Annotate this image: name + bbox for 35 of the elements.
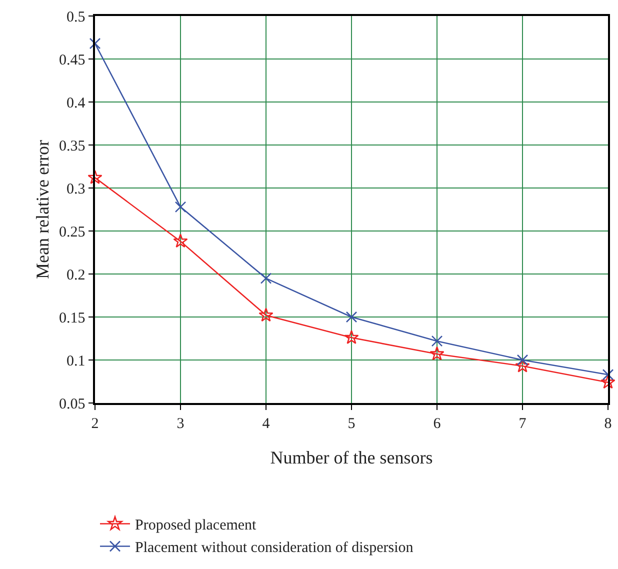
y-axis-title: Mean relative error [32, 140, 52, 279]
point [516, 354, 528, 366]
point [431, 335, 443, 347]
legend-label: Proposed placement [135, 518, 258, 534]
point [174, 201, 186, 213]
y-tick-label: 0.05 [59, 396, 86, 412]
y-tick-label: 0.45 [59, 52, 86, 68]
point [602, 368, 614, 380]
x-tick-label: 8 [604, 416, 612, 432]
x-tick-label: 3 [176, 416, 184, 432]
x-tick-label: 6 [433, 416, 442, 432]
x-tick-label: 5 [348, 416, 356, 432]
legend-label: Placement without consideration of dispersion [135, 540, 414, 556]
point [88, 170, 102, 184]
point [430, 346, 444, 360]
point [515, 358, 530, 372]
y-tick-label: 0.2 [66, 267, 86, 284]
x-axis-title: Number of the sensors [270, 447, 433, 468]
y-tick-label: 0.1 [66, 353, 86, 370]
y-tick-label: 0.15 [59, 310, 86, 326]
point [258, 308, 274, 322]
point [600, 374, 616, 389]
x-tick-label: 2 [91, 416, 99, 432]
point [260, 272, 272, 284]
point [344, 330, 359, 344]
y-tick-label: 0.5 [66, 9, 86, 26]
x-tick-label: 4 [262, 416, 270, 432]
y-tick-label: 0.3 [66, 181, 86, 198]
point [89, 38, 101, 50]
point [346, 311, 358, 323]
y-tick-label: 0.35 [59, 138, 86, 154]
y-tick-label: 0.4 [66, 95, 86, 112]
y-tick-label: 0.25 [59, 224, 86, 240]
x-tick-label: 7 [518, 416, 527, 432]
point [173, 234, 188, 248]
